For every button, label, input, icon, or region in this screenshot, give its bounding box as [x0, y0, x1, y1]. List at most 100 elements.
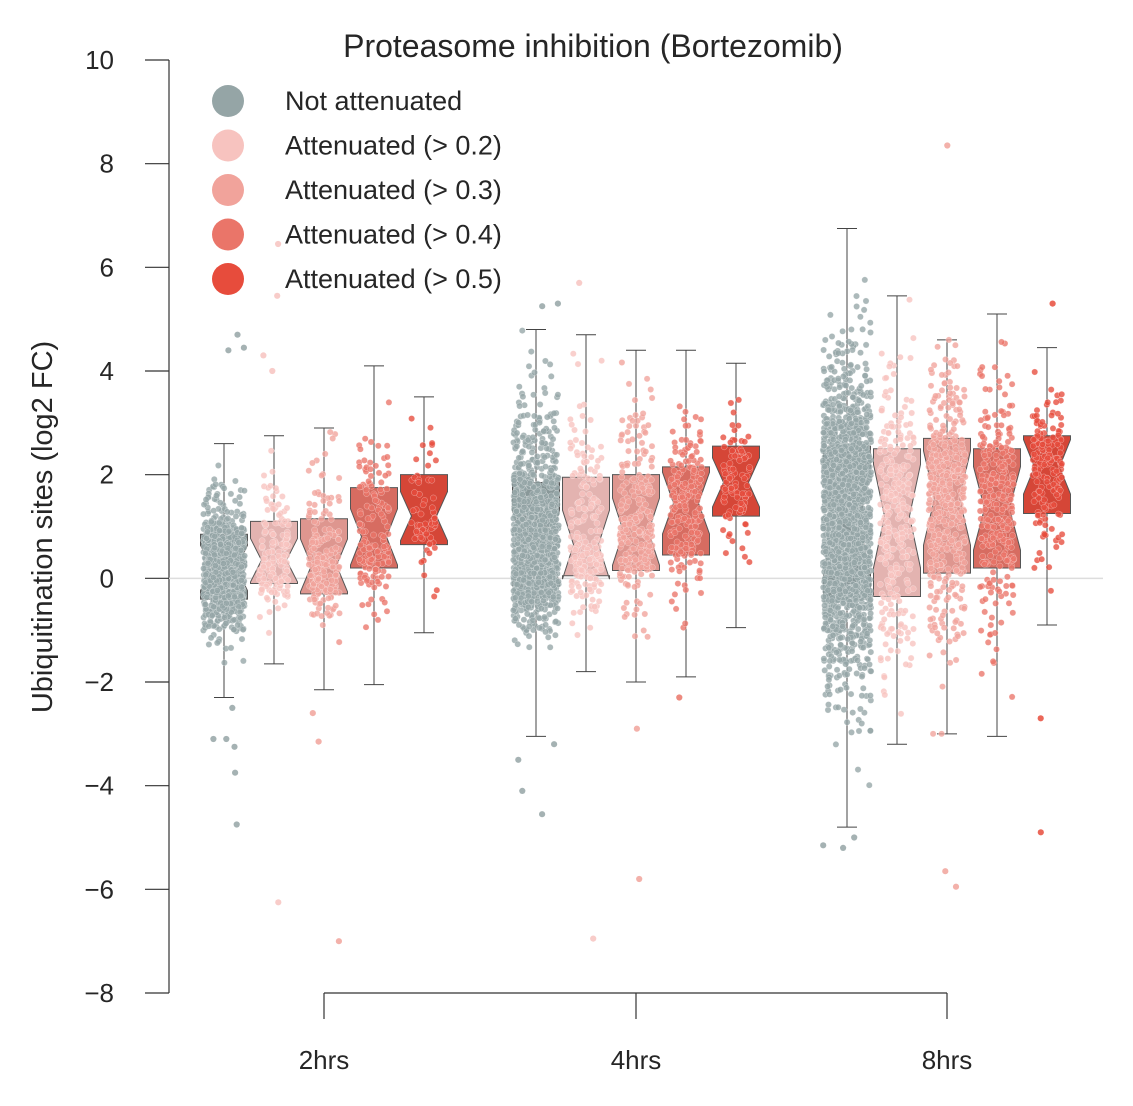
data-point [573, 534, 581, 541]
data-point [858, 673, 866, 680]
data-point [621, 515, 628, 523]
data-point [930, 441, 937, 448]
data-point [576, 402, 584, 410]
data-point [927, 564, 935, 572]
data-point [618, 359, 626, 366]
data-point [878, 480, 885, 488]
data-point [829, 471, 837, 479]
data-point [848, 568, 856, 576]
outlier-point [229, 704, 236, 712]
data-point [546, 644, 554, 651]
data-point [279, 493, 286, 500]
data-point [570, 350, 577, 358]
data-point [821, 578, 828, 586]
data-point [586, 556, 593, 563]
data-point [906, 471, 913, 479]
data-point [578, 439, 586, 447]
data-point [579, 603, 587, 611]
data-point [238, 530, 245, 537]
data-point [626, 520, 633, 528]
data-point [945, 336, 953, 344]
data-point [838, 447, 845, 454]
data-point [221, 614, 228, 621]
data-point [310, 596, 318, 603]
data-point [232, 477, 239, 485]
data-point [597, 504, 605, 512]
data-point [934, 343, 941, 351]
data-point [513, 429, 521, 437]
data-point [948, 520, 955, 528]
data-point [238, 583, 245, 591]
data-point [534, 597, 541, 605]
data-point [215, 625, 223, 633]
data-point [909, 585, 917, 593]
data-point [229, 568, 237, 576]
data-point [234, 621, 241, 629]
data-point [859, 391, 867, 399]
data-point [933, 458, 940, 466]
data-point [579, 412, 586, 420]
data-point [335, 528, 343, 535]
data-point [260, 555, 267, 563]
data-point [550, 409, 558, 417]
data-point [934, 630, 941, 637]
data-point [825, 701, 832, 708]
data-point [854, 512, 861, 520]
data-point [319, 621, 327, 629]
data-point [886, 584, 893, 592]
data-point [540, 427, 548, 435]
data-point [553, 451, 561, 459]
data-point [862, 297, 870, 305]
data-point [897, 620, 905, 628]
data-point [862, 524, 870, 531]
data-point [909, 640, 917, 647]
data-point [638, 541, 645, 549]
data-point [534, 453, 541, 460]
data-point [335, 638, 343, 646]
data-point [855, 625, 862, 633]
data-point [515, 621, 523, 629]
data-point [901, 403, 909, 411]
data-point [831, 580, 839, 588]
data-point [580, 505, 588, 512]
data-point [954, 632, 962, 640]
data-point [836, 563, 844, 571]
data-point [820, 442, 828, 450]
data-point [642, 448, 650, 455]
data-point [237, 592, 245, 600]
data-point [961, 538, 969, 545]
data-point [941, 487, 949, 495]
data-point [324, 604, 332, 612]
data-point [833, 666, 841, 674]
data-point [820, 429, 827, 436]
data-point [827, 569, 835, 577]
data-point [538, 605, 545, 612]
data-point [644, 633, 651, 641]
data-point [208, 612, 216, 619]
outlier-point [275, 240, 282, 248]
data-point [961, 451, 969, 459]
data-point [932, 416, 940, 424]
data-point [313, 558, 321, 566]
data-point [529, 471, 537, 478]
data-point [554, 391, 562, 399]
data-point [876, 555, 884, 563]
data-point [941, 442, 948, 450]
data-point [332, 571, 340, 579]
data-point [834, 704, 842, 711]
data-point [835, 349, 842, 357]
data-point [618, 565, 626, 572]
data-point [943, 544, 951, 552]
data-point [510, 556, 517, 564]
data-point [643, 375, 651, 383]
y-tick-label: 10 [85, 45, 114, 75]
data-point [265, 548, 273, 556]
data-point [512, 570, 520, 578]
data-point [260, 575, 268, 583]
data-point [236, 500, 244, 508]
data-point [589, 596, 596, 604]
data-point [947, 359, 954, 367]
data-point [520, 498, 528, 506]
data-point [283, 531, 291, 539]
data-point [284, 576, 292, 584]
